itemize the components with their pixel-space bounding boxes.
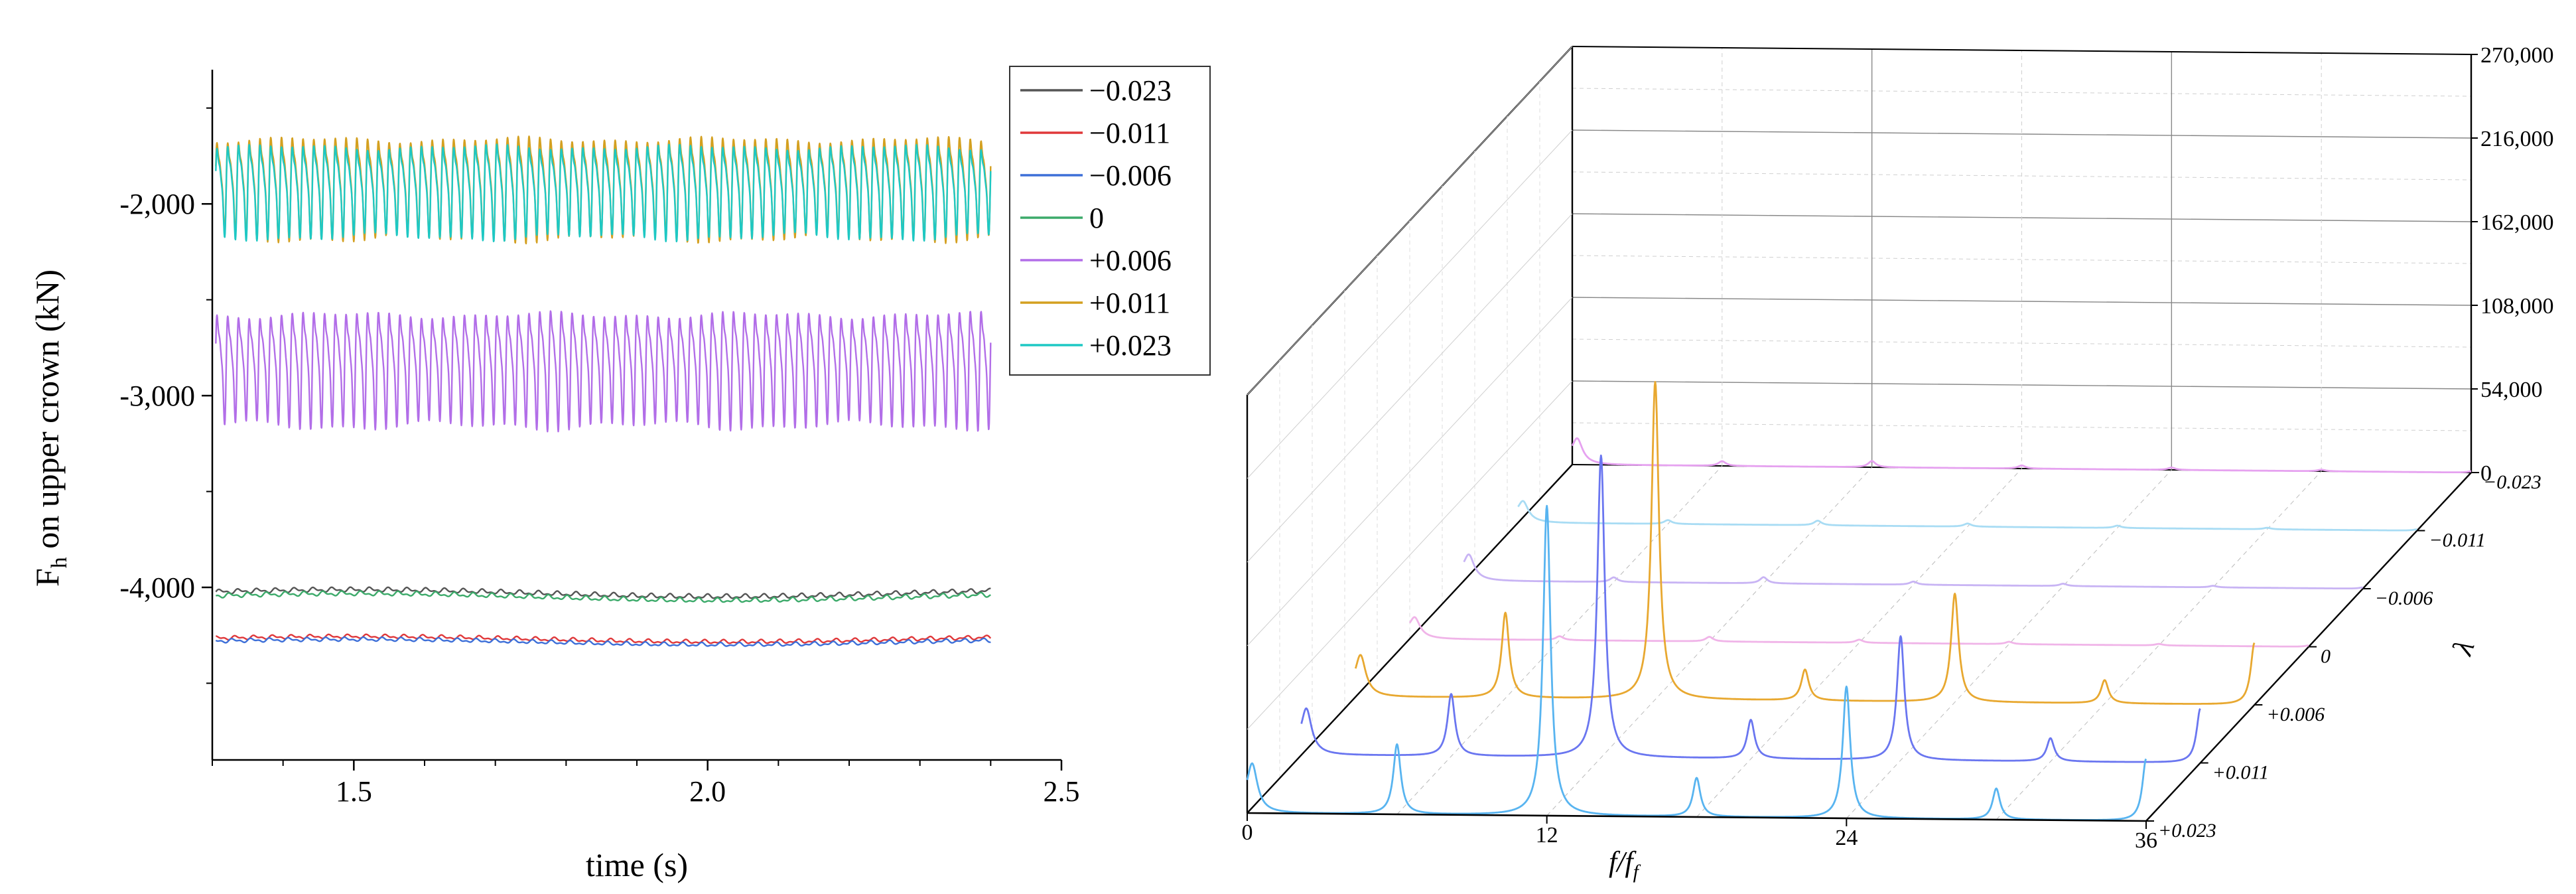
floor-left-edge xyxy=(1247,464,1573,814)
spectrum-line xyxy=(1354,381,2256,705)
side-z-grid xyxy=(1247,297,1573,646)
x-tick-label: 12 xyxy=(1536,823,1558,848)
lambda-tick-label: +0.006 xyxy=(2266,704,2325,725)
spectrum-waterfall-chart: 0 54,000 108,000 162,000 216,000 270,000 0 12 24… xyxy=(1242,43,2554,883)
back-top-edge xyxy=(1572,46,2472,55)
series-line xyxy=(215,590,992,603)
y-tick-label: -2,000 xyxy=(119,188,195,220)
time-series-chart: 1.5 2.0 2.5 -2,000 -3,000 -4,000 time (s) Fh on… xyxy=(29,66,1211,883)
back-minor-grid xyxy=(1572,255,2472,264)
legend-box xyxy=(1009,66,1211,376)
legend-label: −0.011 xyxy=(1089,117,1170,149)
lambda-tick-label: −0.011 xyxy=(2429,530,2486,552)
floor-grid-line xyxy=(1846,469,2172,819)
side-z-grid xyxy=(1247,129,1573,479)
floor-grid-line xyxy=(1696,468,2022,818)
lambda-tick-label: −0.023 xyxy=(2483,471,2542,493)
x-tick-label: 36 xyxy=(2135,828,2157,853)
floor-grid-line xyxy=(1396,465,1723,815)
x-axis-title: f/ff xyxy=(1609,846,1641,883)
series-line xyxy=(215,636,992,647)
z-tick-label: 108,000 xyxy=(2480,294,2554,319)
legend: −0.023 −0.011 −0.006 0 +0.006 +0.011 +0.023 xyxy=(1009,66,1211,376)
floor-grid-line xyxy=(1546,467,1873,816)
z-tick-label: 162,000 xyxy=(2480,210,2554,235)
x-axis-line xyxy=(1247,812,2147,822)
spectrum-line xyxy=(1300,454,2201,763)
spectrum-line xyxy=(1246,504,2147,821)
x-tick-label: 0 xyxy=(1242,820,1253,845)
legend-label: −0.023 xyxy=(1089,74,1172,107)
series-line xyxy=(215,586,992,599)
back-minor-grid xyxy=(1572,422,2472,431)
y-tick-label: -4,000 xyxy=(119,571,195,604)
floor-grid-line xyxy=(1996,471,2322,820)
legend-label: +0.023 xyxy=(1089,329,1172,362)
legend-label: +0.011 xyxy=(1089,287,1170,319)
spectrum-line xyxy=(1463,554,2364,589)
legend-label: −0.006 xyxy=(1089,159,1172,192)
spectrum-line xyxy=(1517,500,2417,532)
x-tick-label: 1.5 xyxy=(336,775,372,808)
x-tick-label: 2.5 xyxy=(1044,775,1080,808)
z-tick-label: 216,000 xyxy=(2480,127,2554,151)
side-z-grid xyxy=(1247,380,1573,730)
z-tick-label: 270,000 xyxy=(2480,43,2554,68)
x-tick-label: 2.0 xyxy=(689,775,726,808)
y-axis-title: Fh on upper crown (kN) xyxy=(29,269,72,587)
spectrum-line xyxy=(1408,616,2309,648)
x-tick-label: 24 xyxy=(1835,826,1858,850)
z-tick-label: 54,000 xyxy=(2480,378,2543,402)
legend-label: 0 xyxy=(1089,202,1104,234)
series-line xyxy=(215,633,992,644)
lambda-axis-title: λ xyxy=(2445,636,2480,660)
x-axis-title: time (s) xyxy=(586,846,688,883)
series-line xyxy=(215,143,992,243)
spectrum-line xyxy=(1571,437,2472,473)
back-grid-line xyxy=(1572,297,2472,306)
side-z-grid xyxy=(1247,213,1573,563)
lambda-tick-label: +0.011 xyxy=(2212,762,2270,784)
z-tick-label: 0 xyxy=(2480,461,2492,486)
lambda-tick-label: −0.006 xyxy=(2375,587,2433,609)
lambda-tick-label: 0 xyxy=(2321,646,2331,668)
lambda-tick-label: +0.023 xyxy=(2158,820,2216,842)
y-tick-label: -3,000 xyxy=(119,380,195,412)
series-line xyxy=(215,310,992,433)
legend-label: +0.006 xyxy=(1089,244,1172,277)
side-z-grid xyxy=(1247,46,1573,396)
back-grid-line xyxy=(1572,129,2472,139)
